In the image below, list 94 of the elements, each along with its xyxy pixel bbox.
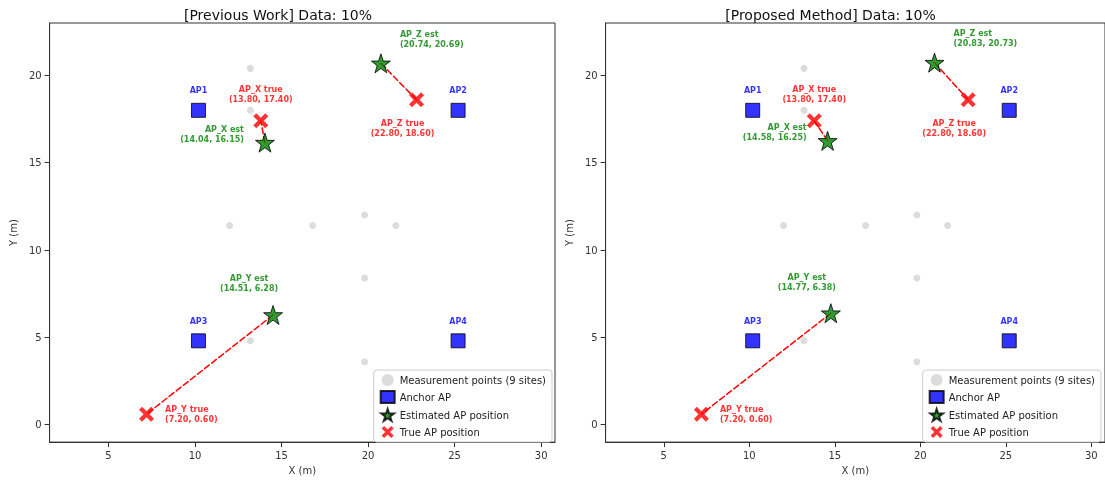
x-tick-label: 20 bbox=[361, 449, 375, 461]
x-tick-label: 10 bbox=[188, 449, 202, 461]
x-axis-title: X (m) bbox=[841, 464, 870, 476]
legend-label: Estimated AP position bbox=[948, 409, 1059, 421]
data-label: AP_Y true (7.20, 0.60) bbox=[165, 404, 218, 424]
x-tick-label: 10 bbox=[742, 449, 756, 461]
y-tick-label: 5 bbox=[591, 331, 598, 343]
point bbox=[820, 303, 841, 324]
y-tick-label: 5 bbox=[35, 331, 42, 343]
data-label: AP_Z true (22.80, 18.60) bbox=[922, 118, 987, 138]
x-tick-label: 20 bbox=[913, 449, 927, 461]
data-label: AP_Y est (14.51, 6.28) bbox=[219, 274, 279, 294]
point bbox=[246, 64, 254, 72]
point bbox=[745, 102, 761, 118]
data-label: AP_X true (13.80, 17.40) bbox=[228, 84, 293, 104]
legend-label: True AP position bbox=[947, 426, 1029, 438]
point bbox=[806, 113, 822, 129]
data-label: AP_X true (13.80, 17.40) bbox=[782, 84, 847, 104]
y-axis-title: Y (m) bbox=[563, 219, 575, 247]
y-axis-title: Y (m) bbox=[7, 219, 19, 247]
y-tick-label: 20 bbox=[584, 69, 598, 81]
data-label: AP_Z true (22.80, 18.60) bbox=[370, 118, 435, 138]
legend-label: True AP position bbox=[398, 426, 480, 438]
point bbox=[226, 222, 234, 230]
data-label: AP4 bbox=[449, 316, 468, 326]
point bbox=[944, 222, 952, 230]
point bbox=[960, 92, 976, 108]
data-label: AP3 bbox=[189, 316, 208, 326]
point bbox=[253, 113, 269, 129]
point bbox=[745, 333, 761, 349]
legend-label: Anchor AP bbox=[948, 391, 1000, 403]
point bbox=[1001, 102, 1017, 118]
point bbox=[800, 106, 808, 114]
chart-title: [Proposed Method] Data: 10% bbox=[725, 7, 936, 23]
y-tick-label: 10 bbox=[584, 244, 598, 256]
x-tick-label: 15 bbox=[828, 449, 842, 461]
point bbox=[263, 304, 284, 325]
legend-label: Measurement points (9 sites) bbox=[399, 374, 547, 386]
point bbox=[361, 358, 369, 366]
y-tick-label: 10 bbox=[28, 244, 42, 256]
point bbox=[800, 337, 808, 345]
legend-label: Measurement points (9 sites) bbox=[948, 374, 1096, 386]
x-axis-title: X (m) bbox=[288, 464, 317, 476]
chart-title: [Previous Work] Data: 10% bbox=[183, 7, 373, 23]
point bbox=[450, 102, 466, 118]
point bbox=[450, 333, 466, 349]
x-tick-label: 30 bbox=[534, 449, 548, 461]
y-tick-label: 0 bbox=[591, 419, 598, 431]
point bbox=[392, 222, 400, 230]
point bbox=[190, 333, 206, 349]
data-label: AP2 bbox=[449, 86, 467, 96]
x-tick-label: 30 bbox=[1084, 449, 1098, 461]
legend-label: Anchor AP bbox=[399, 391, 451, 403]
y-tick-label: 20 bbox=[28, 69, 42, 81]
point bbox=[361, 274, 369, 282]
data-label: AP1 bbox=[743, 86, 762, 96]
data-label: AP_X est (14.04, 16.15) bbox=[180, 125, 245, 145]
point bbox=[924, 52, 945, 73]
data-label: AP3 bbox=[743, 316, 762, 326]
x-tick-label: 15 bbox=[275, 449, 288, 461]
point bbox=[913, 211, 921, 219]
y-tick-label: 15 bbox=[28, 157, 42, 169]
x-tick-label: 5 bbox=[660, 449, 667, 461]
point bbox=[1001, 333, 1017, 349]
point bbox=[370, 53, 391, 74]
legend-label: Estimated AP position bbox=[399, 409, 510, 421]
y-tick-label: 0 bbox=[35, 419, 42, 431]
x-tick-label: 25 bbox=[448, 449, 461, 461]
data-label: AP_Z est (20.83, 20.73) bbox=[953, 29, 1018, 49]
data-label: AP_Y est (14.77, 6.38) bbox=[777, 272, 836, 292]
data-label: AP1 bbox=[189, 86, 208, 96]
point bbox=[190, 102, 206, 118]
data-label: AP_Y true (7.20, 0.60) bbox=[719, 404, 773, 424]
point bbox=[139, 406, 155, 422]
data-label: AP_Z est (20.74, 20.69) bbox=[399, 29, 464, 49]
data-label: AP_X est (14.58, 16.25) bbox=[742, 123, 807, 143]
data-label: AP4 bbox=[1000, 316, 1019, 326]
point bbox=[409, 92, 425, 108]
point bbox=[361, 211, 369, 219]
x-tick-label: 5 bbox=[105, 449, 112, 461]
data-label: AP2 bbox=[1000, 86, 1019, 96]
point bbox=[800, 64, 808, 72]
x-tick-label: 25 bbox=[999, 449, 1013, 461]
point bbox=[817, 130, 838, 151]
y-tick-label: 15 bbox=[584, 157, 598, 169]
point bbox=[779, 222, 787, 230]
point bbox=[693, 406, 709, 422]
point bbox=[246, 106, 254, 114]
point bbox=[246, 337, 254, 345]
point bbox=[254, 132, 275, 153]
point bbox=[309, 222, 317, 230]
point bbox=[913, 358, 921, 366]
point bbox=[913, 274, 921, 282]
point bbox=[862, 222, 870, 230]
